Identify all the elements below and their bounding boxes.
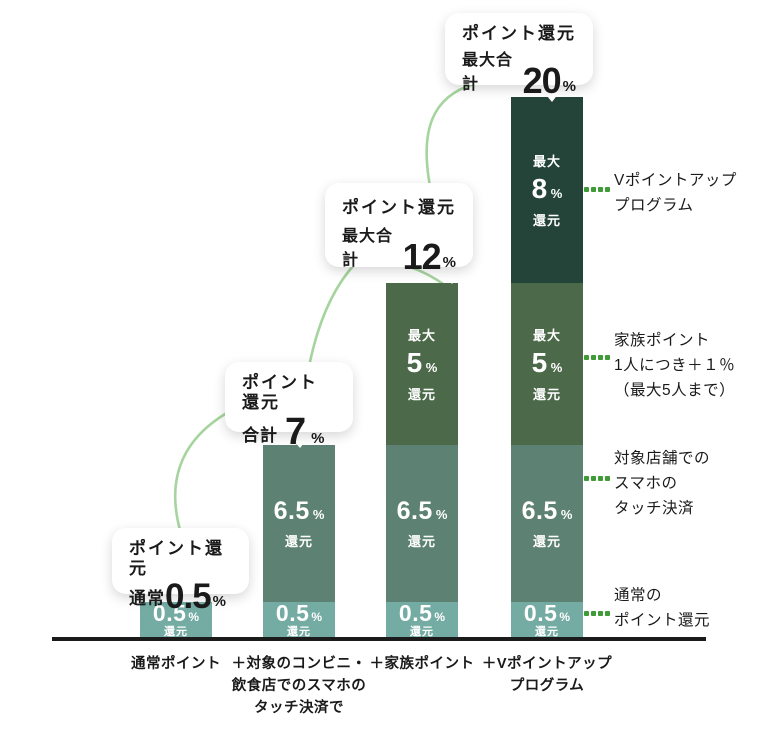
axis-label-line: ＋Vポイントアップ bbox=[481, 656, 613, 672]
callout-prefix: 最大合計 bbox=[342, 228, 394, 269]
segment-top-label: 最大 bbox=[407, 328, 436, 343]
bar4-segment-base-0-5: 0.5% 還元 bbox=[511, 599, 583, 638]
legend-family-points: 家族ポイント 1人につき＋１％ （最大5人まで） bbox=[614, 328, 735, 403]
callout-title: ポイント還元 bbox=[129, 539, 224, 578]
axis-label-normal-points: 通常ポイント bbox=[106, 653, 246, 675]
callout-bubble-max-20: ポイント還元 最大合計 20 % bbox=[445, 13, 593, 99]
segment-unit: % bbox=[311, 609, 323, 624]
dotted-leader-base bbox=[584, 611, 610, 616]
callout-value: 7 bbox=[285, 411, 306, 453]
callout-title: ポイント還元 bbox=[342, 198, 456, 217]
callout-bubble-max-12: ポイント還元 最大合計 12 % bbox=[325, 183, 473, 275]
callout-unit: % bbox=[311, 430, 325, 447]
axis-label-line: 飲食店でのスマホの bbox=[231, 678, 367, 694]
callout-unit: % bbox=[562, 78, 576, 95]
segment-sub: 還元 bbox=[532, 534, 561, 549]
segment-value: 0.5 bbox=[152, 599, 187, 626]
callout-unit: % bbox=[212, 593, 226, 610]
axis-label-line: 通常ポイント bbox=[131, 656, 221, 672]
callout-title: ポイント還元 bbox=[462, 24, 576, 43]
axis-label-line: ＋対象のコンビニ・ bbox=[231, 656, 367, 672]
segment-sub: 還元 bbox=[535, 625, 559, 638]
legend-line: プログラム bbox=[614, 197, 694, 214]
segment-sub: 還元 bbox=[164, 625, 188, 638]
callout-value: 0.5 bbox=[165, 577, 212, 616]
segment-sub: 還元 bbox=[284, 534, 313, 549]
axis-label-line: ＋家族ポイント bbox=[369, 656, 475, 672]
callout-unit: % bbox=[442, 254, 456, 271]
segment-unit: % bbox=[560, 507, 573, 522]
segment-value: 0.5 bbox=[275, 599, 310, 626]
segment-value: 6.5 bbox=[273, 497, 310, 525]
callout-prefix: 通常 bbox=[129, 589, 165, 608]
connector-curve-4 bbox=[425, 82, 476, 198]
segment-value: 6.5 bbox=[521, 497, 558, 525]
callout-bubble-normal: ポイント還元 通常 0.5 % bbox=[112, 528, 249, 614]
callout-bubble-total-7: ポイント還元 合計 7 % bbox=[225, 362, 353, 451]
segment-unit: % bbox=[550, 360, 563, 375]
segment-unit: % bbox=[559, 609, 571, 624]
segment-unit: % bbox=[435, 507, 448, 522]
segment-unit: % bbox=[312, 507, 325, 522]
legend-touch-payment: 対象店舗での スマホの タッチ決済 bbox=[614, 446, 710, 521]
segment-value: 8 bbox=[531, 173, 548, 204]
bar2-segment-base-0-5: 0.5% 還元 bbox=[263, 599, 335, 638]
segment-sub: 還元 bbox=[532, 387, 561, 402]
segment-unit: % bbox=[434, 609, 446, 624]
legend-normal-reward: 通常の ポイント還元 bbox=[614, 583, 710, 633]
bar2-segment-touch-6-5: 6.5% 還元 bbox=[263, 445, 335, 602]
segment-sub: 還元 bbox=[407, 387, 436, 402]
segment-value: 5 bbox=[406, 347, 423, 378]
segment-top-label: 最大 bbox=[532, 328, 561, 343]
segment-sub: 還元 bbox=[407, 534, 436, 549]
axis-label-family-points: ＋家族ポイント bbox=[352, 653, 492, 675]
bar3-segment-family-5: 最大 5% 還元 bbox=[386, 283, 458, 445]
legend-line: （最大5人まで） bbox=[614, 382, 736, 399]
bar4-segment-vpointup-8: 最大 8% 還元 bbox=[511, 97, 583, 283]
segment-sub: 還元 bbox=[532, 213, 561, 228]
legend-line: ポイント還元 bbox=[614, 612, 711, 629]
axis-label-line: プログラム bbox=[509, 678, 585, 694]
callout-prefix: 合計 bbox=[242, 426, 278, 445]
axis-label-line: タッチ決済で bbox=[254, 700, 344, 716]
segment-sub: 還元 bbox=[287, 625, 311, 638]
dotted-leader-touch bbox=[584, 476, 610, 481]
bar4-segment-touch-6-5: 6.5% 還元 bbox=[511, 445, 583, 602]
callout-value: 20 bbox=[522, 60, 562, 101]
segment-value: 0.5 bbox=[523, 599, 558, 626]
axis-label-v-point-up: ＋Vポイントアップ プログラム bbox=[477, 653, 617, 697]
segment-unit: % bbox=[550, 186, 563, 201]
bar3-segment-touch-6-5: 6.5% 還元 bbox=[386, 445, 458, 602]
segment-sub: 還元 bbox=[410, 625, 434, 638]
dotted-leader-family bbox=[584, 355, 610, 360]
callout-prefix: 最大合計 bbox=[462, 52, 514, 93]
legend-v-point-up-program: Vポイントアップ プログラム bbox=[614, 168, 737, 218]
legend-line: 対象店舗での bbox=[614, 450, 711, 467]
callout-value: 12 bbox=[402, 236, 442, 277]
legend-line: 家族ポイント bbox=[614, 332, 711, 349]
bar3-segment-base-0-5: 0.5% 還元 bbox=[386, 599, 458, 638]
legend-line: 1人につき＋１％ bbox=[614, 357, 736, 374]
callout-title: ポイント還元 bbox=[242, 373, 318, 412]
segment-top-label: 最大 bbox=[532, 154, 561, 169]
axis-label-touch-payment: ＋対象のコンビニ・ 飲食店でのスマホの タッチ決済で bbox=[219, 653, 379, 719]
legend-line: スマホの bbox=[614, 475, 678, 492]
bar4-segment-family-5: 最大 5% 還元 bbox=[511, 283, 583, 445]
segment-value: 0.5 bbox=[398, 599, 433, 626]
segment-value: 6.5 bbox=[396, 497, 433, 525]
x-axis-line bbox=[52, 637, 706, 641]
legend-line: タッチ決済 bbox=[614, 500, 695, 517]
segment-unit: % bbox=[425, 360, 438, 375]
legend-line: Vポイントアップ bbox=[614, 172, 737, 189]
dotted-leader-vpointup bbox=[584, 187, 610, 192]
segment-unit: % bbox=[188, 609, 200, 624]
legend-line: 通常の bbox=[614, 587, 663, 604]
segment-value: 5 bbox=[531, 347, 548, 378]
